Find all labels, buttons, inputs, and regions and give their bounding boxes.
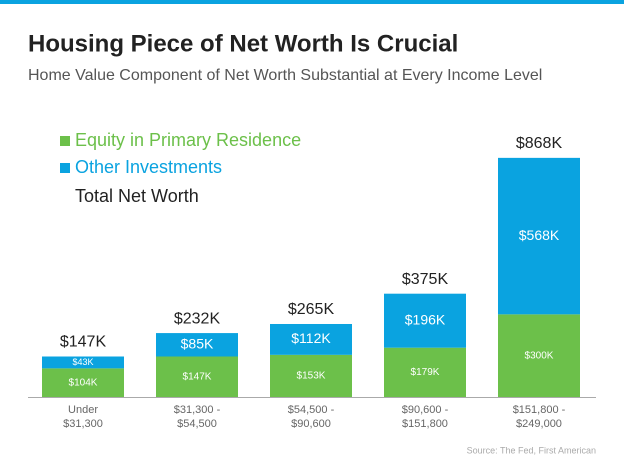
x-tick-label: $249,000: [516, 418, 562, 430]
bar-segment: [156, 356, 238, 397]
bar-value-label: $85K: [181, 335, 214, 351]
bar-segment: [270, 354, 352, 397]
x-tick-label: $151,800: [402, 418, 448, 430]
x-tick-label: $90,600: [291, 418, 331, 430]
x-tick-label: $54,500: [177, 418, 217, 430]
bar-segment: [498, 314, 580, 397]
bar-value-label: $179K: [411, 367, 440, 378]
legend-label: Equity in Primary Residence: [75, 130, 301, 150]
bar-value-label: $43K: [72, 357, 93, 367]
legend-label: Other Investments: [75, 157, 222, 177]
bar-segment: [156, 333, 238, 357]
bar-value-label: $153K: [297, 371, 326, 382]
total-label: $232K: [174, 310, 221, 327]
bar-segment: [384, 293, 466, 348]
legend-swatch: [60, 163, 70, 173]
bar-segment: [42, 356, 124, 369]
bar-value-label: $568K: [519, 227, 560, 243]
bar-segment: [42, 368, 124, 397]
bar-segment: [498, 157, 580, 315]
x-tick-label: $31,300: [63, 418, 103, 430]
x-tick-label: $31,300 -: [174, 404, 221, 416]
x-tick-label: Under: [68, 404, 98, 416]
top-strip: [0, 0, 624, 4]
total-label: $265K: [288, 301, 335, 318]
total-label: $147K: [60, 334, 107, 351]
bar-value-label: $112K: [291, 330, 331, 346]
legend-swatch: [60, 136, 70, 146]
x-tick-label: $90,600 -: [402, 404, 449, 416]
bar-value-label: $104K: [69, 377, 98, 388]
total-label: $375K: [402, 271, 449, 288]
chart-subtitle: Home Value Component of Net Worth Substa…: [28, 67, 542, 84]
bar-segment: [384, 347, 466, 397]
chart-title: Housing Piece of Net Worth Is Crucial: [28, 30, 458, 57]
total-label: $868K: [516, 135, 563, 152]
x-tick-label: $54,500 -: [288, 404, 335, 416]
legend-label: Total Net Worth: [75, 186, 199, 206]
bar-value-label: $196K: [405, 311, 446, 327]
bar-value-label: $147K: [183, 371, 212, 382]
bar-segment: [270, 323, 352, 355]
source: Source: The Fed, First American: [467, 445, 596, 455]
x-tick-label: $151,800 -: [513, 404, 566, 416]
bar-value-label: $300K: [525, 350, 554, 361]
